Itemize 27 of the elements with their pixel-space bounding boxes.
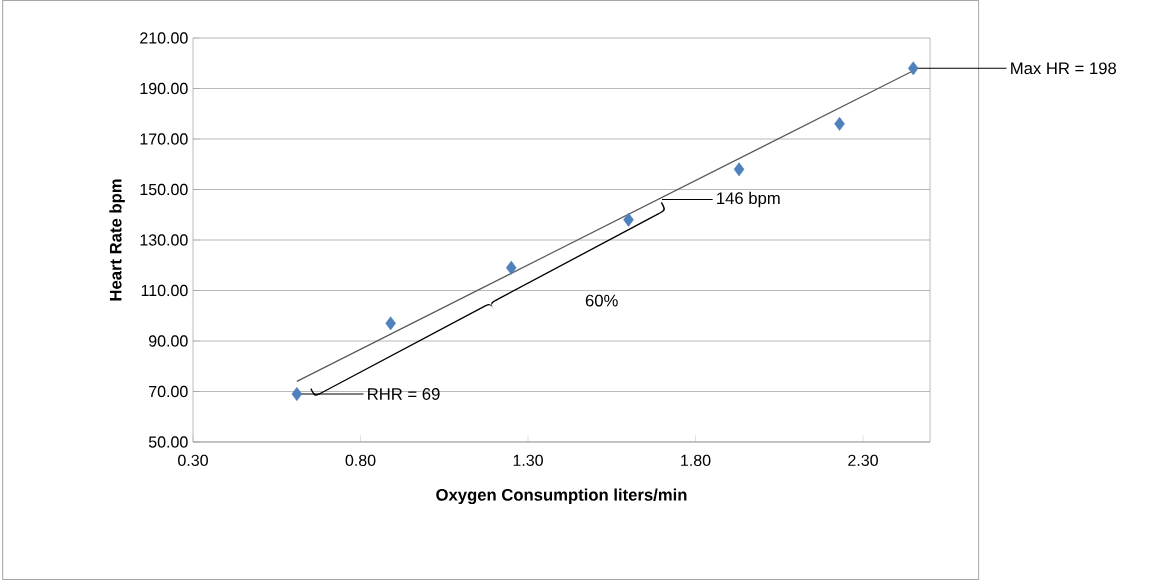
- y-tick-label: 110.00: [141, 284, 188, 297]
- y-tick-label: 210.00: [140, 32, 188, 44]
- annotation: RHR = 69: [368, 388, 440, 400]
- x-tick-label: 0.30: [178, 454, 208, 467]
- point: [505, 260, 517, 275]
- point: [385, 316, 396, 331]
- y-tick-label: 150.00: [140, 183, 188, 196]
- point: [733, 162, 745, 177]
- y-tick-label: 70.00: [149, 385, 188, 398]
- y-tick-label: 50.00: [148, 436, 188, 448]
- x-tick-label: 2.30: [848, 454, 878, 467]
- x-axis-title: Oxygen Consumption liters/min: [436, 488, 687, 505]
- point: [623, 212, 634, 227]
- x-tick-label: 1.30: [513, 454, 543, 467]
- y-tick-label: 130.00: [140, 234, 188, 246]
- annotation: 146 bpm: [717, 191, 780, 208]
- point: [834, 116, 845, 131]
- annotation: Max HR = 198: [1011, 62, 1117, 75]
- y-tick-label: 170.00: [140, 133, 188, 145]
- y-tick-label: 90.00: [149, 335, 188, 347]
- point: [291, 387, 303, 401]
- annotation: 60%: [585, 294, 618, 307]
- x-tick-label: 0.80: [345, 454, 376, 467]
- y-tick-label: 190.00: [140, 82, 188, 95]
- x-tick-label: 1.80: [681, 454, 711, 467]
- y-axis-title: Heart Rate bpm: [109, 179, 125, 301]
- point: [907, 61, 919, 76]
